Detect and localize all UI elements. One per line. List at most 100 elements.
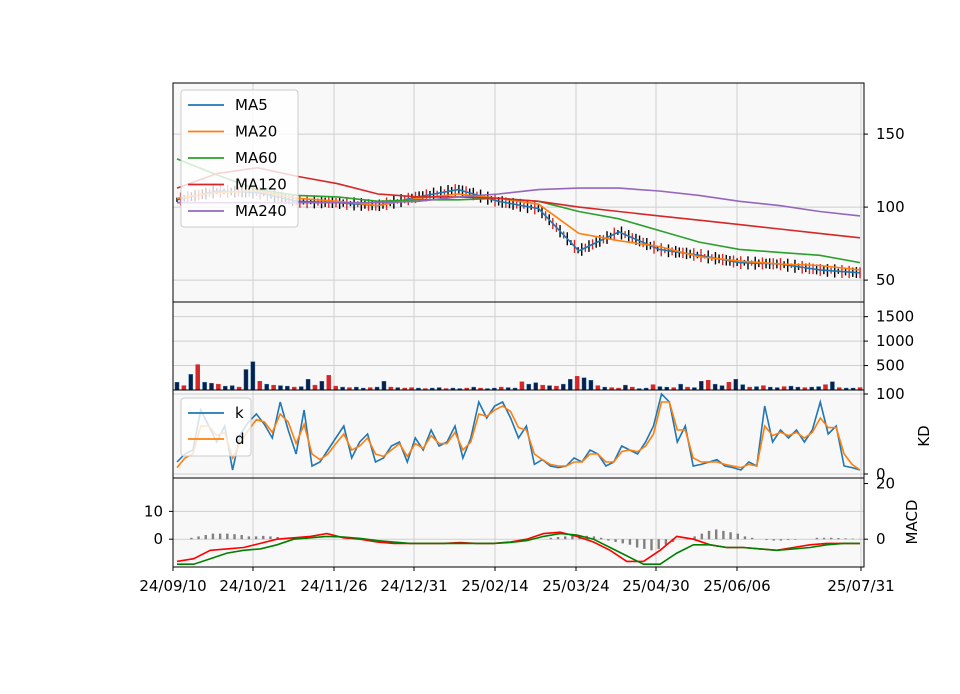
macd-histogram-bar xyxy=(744,536,746,539)
volume-bar xyxy=(541,385,545,390)
macd-histogram-bar xyxy=(773,539,775,540)
macd-histogram-bar xyxy=(794,539,796,540)
macd-histogram-bar xyxy=(823,538,825,539)
volume-bar xyxy=(651,385,655,390)
macd-histogram-bar xyxy=(844,538,846,539)
volume-bar xyxy=(299,387,303,390)
price-y-tick-label: 150 xyxy=(876,125,905,143)
volume-bar xyxy=(527,384,531,390)
volume-bar xyxy=(278,386,282,390)
volume-bar xyxy=(782,387,786,390)
macd-histogram-bar xyxy=(708,531,710,539)
kd-legend: kd xyxy=(181,398,251,456)
volume-bar xyxy=(320,381,324,390)
volume-bar xyxy=(313,385,317,390)
macd-histogram-bar xyxy=(197,536,199,539)
volume-bar xyxy=(265,384,269,390)
macd-histogram-bar xyxy=(205,535,207,539)
volume-bar xyxy=(327,375,331,390)
macd-histogram-bar xyxy=(241,535,243,539)
macd-histogram-bar xyxy=(751,538,753,539)
volume-bar xyxy=(189,374,193,390)
macd-y-tick-label-left: 0 xyxy=(153,530,163,548)
volume-bar xyxy=(251,362,255,390)
macd-histogram-bar xyxy=(571,536,573,539)
legend-label-ma60: MA60 xyxy=(235,149,277,167)
macd-y-tick-label-right: 0 xyxy=(876,530,886,548)
volume-bar xyxy=(575,376,579,390)
macd-histogram-bar xyxy=(212,534,214,540)
volume-bar xyxy=(230,386,234,390)
price-y-tick-label: 50 xyxy=(876,271,895,289)
volume-bar xyxy=(209,383,213,390)
volume-bar xyxy=(623,385,627,390)
macd-histogram-bar xyxy=(219,534,221,540)
x-tick-label: 25/02/14 xyxy=(461,577,528,595)
volume-bar xyxy=(216,384,220,390)
macd-y-tick-label-left: 10 xyxy=(144,502,163,520)
volume-bar xyxy=(706,380,710,390)
legend-label-ma120: MA120 xyxy=(235,176,287,194)
panel-background xyxy=(173,478,864,567)
volume-bar xyxy=(658,387,662,390)
macd-histogram-bar xyxy=(614,539,616,542)
volume-bar xyxy=(182,386,186,390)
volume-y-tick-label: 500 xyxy=(876,357,905,375)
volume-bar xyxy=(272,385,276,390)
macd-histogram-bar xyxy=(837,538,839,539)
x-tick-label: 25/03/24 xyxy=(542,577,609,595)
legend-label-ma20: MA20 xyxy=(235,123,277,141)
volume-bar xyxy=(223,386,227,390)
macd-histogram-bar xyxy=(557,537,559,539)
volume-bar xyxy=(596,386,600,390)
macd-histogram-bar xyxy=(255,536,257,539)
macd-histogram-bar xyxy=(657,539,659,549)
panel-background xyxy=(173,302,864,390)
macd-histogram-bar xyxy=(830,538,832,539)
macd-histogram-bar xyxy=(622,539,624,543)
volume-y-tick-label: 1000 xyxy=(876,332,914,350)
volume-bar xyxy=(734,379,738,390)
macd-histogram-bar xyxy=(248,536,250,539)
volume-bar xyxy=(817,387,821,390)
legend-label-d: d xyxy=(235,430,245,448)
price-y-tick-label: 100 xyxy=(876,198,905,216)
volume-bar xyxy=(589,380,593,390)
macd-histogram-bar xyxy=(269,536,271,539)
volume-bar xyxy=(568,379,572,390)
macd-histogram-bar xyxy=(190,538,192,539)
volume-bar xyxy=(582,378,586,390)
volume-bar xyxy=(720,386,724,390)
legend-label-ma240: MA240 xyxy=(235,202,287,220)
kd-y-tick-label: 100 xyxy=(876,385,905,403)
macd-histogram-bar xyxy=(262,536,264,539)
macd-histogram-bar xyxy=(787,539,789,540)
x-tick-label: 24/10/21 xyxy=(219,577,286,595)
x-tick-label: 25/04/30 xyxy=(622,577,689,595)
macd-histogram-bar xyxy=(550,538,552,539)
volume-bar xyxy=(334,386,338,390)
volume-bar xyxy=(382,381,386,390)
volume-bar xyxy=(713,384,717,390)
volume-bar xyxy=(285,386,289,390)
macd-histogram-bar xyxy=(852,539,854,540)
volume-bar xyxy=(727,382,731,390)
volume-bar xyxy=(547,386,551,390)
macd-histogram-bar xyxy=(650,539,652,550)
macd-histogram-bar xyxy=(780,539,782,540)
volume-bar xyxy=(244,369,248,390)
volume-bar xyxy=(679,384,683,390)
volume-bar xyxy=(830,382,834,390)
macd-histogram-bar xyxy=(765,539,767,540)
macd-histogram-bar xyxy=(722,531,724,539)
volume-bar xyxy=(534,383,538,390)
macd-histogram-bar xyxy=(629,539,631,545)
macd-axis-label: MACD xyxy=(903,500,921,545)
x-tick-label: 25/07/31 xyxy=(827,577,894,595)
macd-histogram-bar xyxy=(729,532,731,539)
volume-bar xyxy=(196,365,200,390)
volume-bar xyxy=(561,384,565,390)
